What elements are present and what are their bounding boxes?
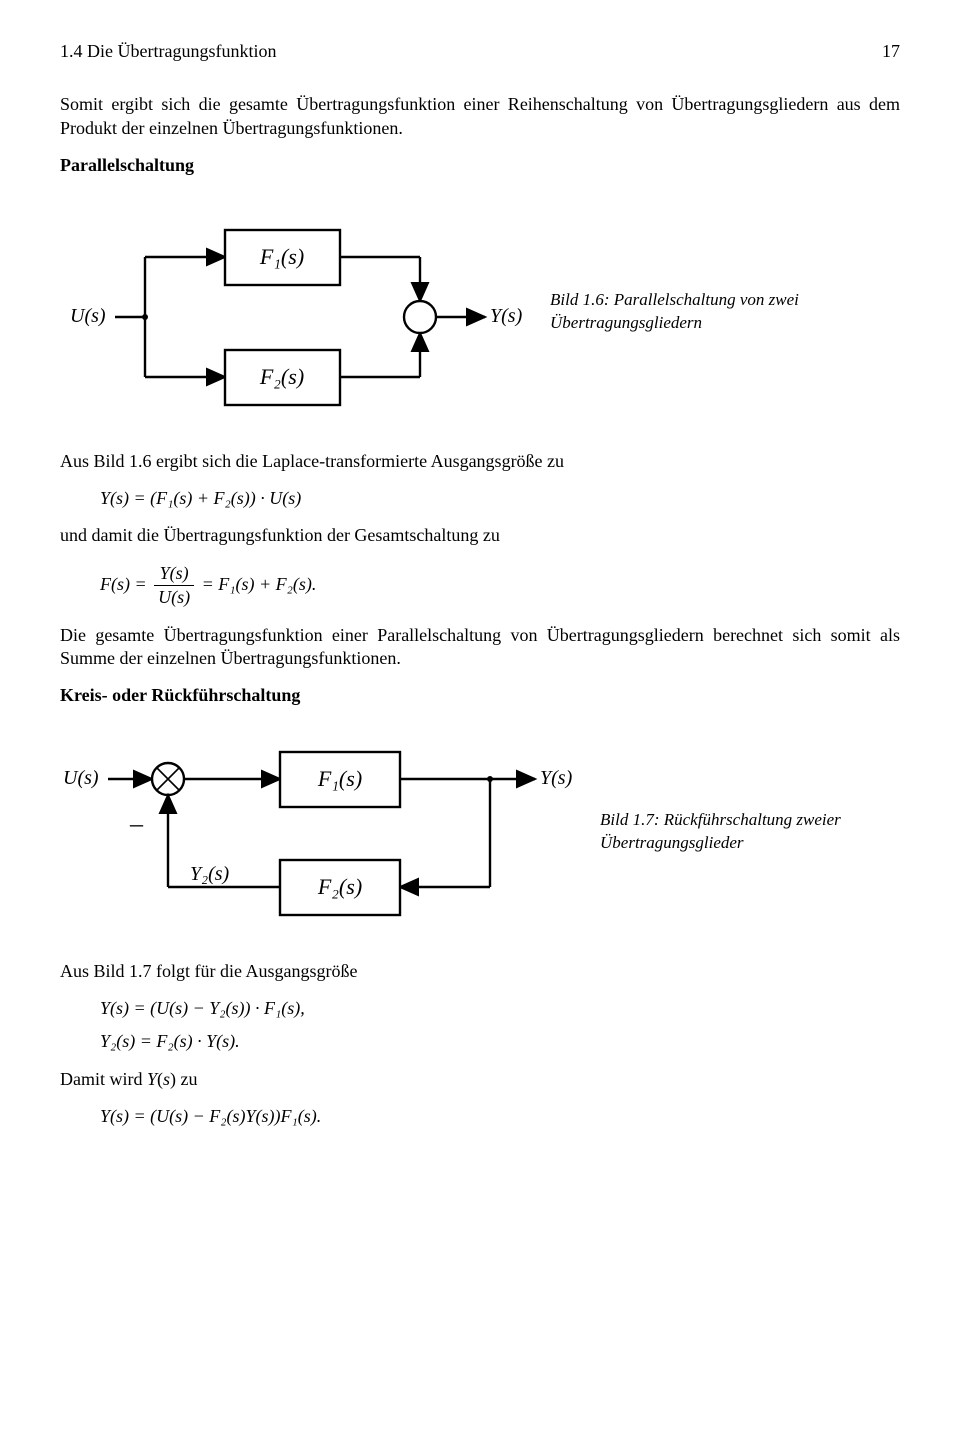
label-u2: U(s): [63, 767, 99, 789]
figure-1-6: U(s) Y(s) F₁(s) F₂(s) Bild 1.6: Parallel…: [60, 202, 900, 422]
header-right: 17: [882, 40, 900, 63]
label-u: U(s): [70, 305, 106, 327]
equation-1: Y(s) = (F₁(s) + F₂(s)) · U(s): [100, 487, 900, 510]
label-f2-fb: F₂(s): [317, 874, 362, 899]
header-left: 1.4 Die Übertragungsfunktion: [60, 40, 276, 63]
figure-1-7-caption: Bild 1.7: Rückführschaltung zweier Übert…: [600, 809, 880, 855]
between-2-text: Die gesamte Übertragungsfunktion einer P…: [60, 624, 900, 671]
intro-paragraph: Somit ergibt sich die gesamte Übertragun…: [60, 93, 900, 140]
label-y: Y(s): [490, 305, 523, 327]
label-f1-fb: F₁(s): [317, 766, 362, 791]
after-fig16-text: Aus Bild 1.6 ergibt sich die Laplace-tra…: [60, 450, 900, 473]
between-1-text: und damit die Übertragungsfunktion der G…: [60, 524, 900, 547]
eq2-rhs: = F₁(s) + F₂(s).: [202, 574, 317, 594]
figure-1-7: U(s) Y(s) – F₁(s) F₂(s) Y₂(s) Bild 1.7: …: [60, 732, 900, 932]
minus-sign: –: [129, 809, 144, 838]
eq2-den: U(s): [154, 585, 194, 609]
label-f2: F₂(s): [259, 364, 304, 389]
parallel-diagram: U(s) Y(s) F₁(s) F₂(s): [60, 202, 530, 422]
section-parallel-heading: Parallelschaltung: [60, 154, 900, 177]
after-fig17-text: Aus Bild 1.7 folgt für die Ausgangsgröße: [60, 960, 900, 983]
eq2-num: Y(s): [154, 562, 194, 585]
section-feedback-heading: Kreis- oder Rückführschaltung: [60, 684, 900, 707]
equation-3b: Y₂(s) = F₂(s) · Y(s).: [100, 1030, 900, 1053]
equation-3a: Y(s) = (U(s) − Y₂(s)) · F₁(s),: [100, 997, 900, 1020]
equation-4: Y(s) = (U(s) − F₂(s)Y(s))F₁(s).: [100, 1105, 900, 1128]
sum-node: [404, 301, 436, 333]
label-y2out: Y(s): [540, 767, 573, 789]
label-f1: F₁(s): [259, 244, 304, 269]
equation-2: F(s) = Y(s) U(s) = F₁(s) + F₂(s).: [100, 562, 900, 610]
page-header: 1.4 Die Übertragungsfunktion 17: [60, 40, 900, 63]
feedback-diagram: U(s) Y(s) – F₁(s) F₂(s) Y₂(s): [60, 732, 580, 932]
between-3-text: Damit wird Y(s) zu: [60, 1068, 900, 1091]
figure-1-6-caption: Bild 1.6: Parallelschaltung von zwei Übe…: [550, 289, 830, 335]
label-y2: Y₂(s): [190, 863, 230, 885]
eq2-lhs: F(s) =: [100, 574, 147, 594]
